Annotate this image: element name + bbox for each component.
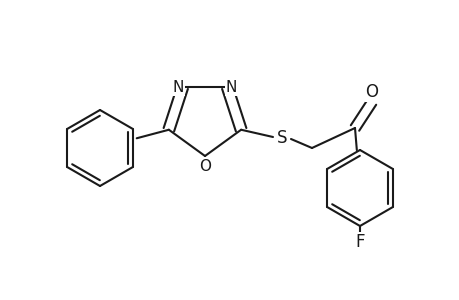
Text: N: N [225, 80, 236, 95]
Text: O: O [199, 159, 211, 174]
Text: F: F [354, 233, 364, 251]
Text: S: S [276, 129, 286, 147]
Text: N: N [173, 80, 184, 95]
Text: O: O [365, 83, 378, 101]
